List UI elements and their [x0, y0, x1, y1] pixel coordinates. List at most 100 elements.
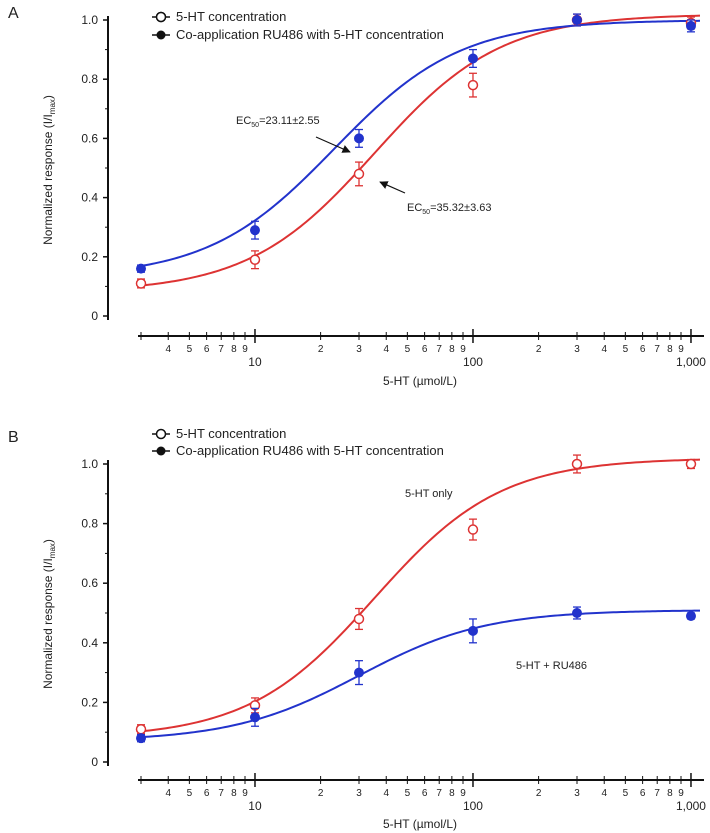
marker-filled-circle — [685, 610, 696, 621]
x-minor-tick-label: 7 — [436, 788, 442, 799]
x-axis: 4 5 6 7 8 9 2 3 4 5 6 7 8 9 2 3 4 5 6 7 8 910 100 1,000 — [138, 329, 706, 369]
legend-filled-circle-marker — [156, 30, 166, 40]
y-tick-label: 0 — [91, 755, 98, 769]
marker-filled-circle — [353, 667, 364, 678]
x-major-tick-label: 1,000 — [676, 355, 706, 369]
x-minor-tick-label: 4 — [601, 788, 607, 799]
data-point-series-0 — [353, 607, 365, 631]
marker-open-circle — [353, 613, 365, 625]
y-tick-label: 1.0 — [81, 457, 98, 471]
legend: 5-HT concentration Co-application RU486 … — [152, 426, 444, 458]
marker-filled-circle — [249, 712, 260, 723]
x-major-tick-label: 100 — [463, 355, 483, 369]
x-minor-tick-label: 5 — [405, 788, 411, 799]
x-minor-tick-label: 6 — [640, 344, 646, 355]
y-axis-label: Normalized response (I/Imax) — [41, 539, 57, 689]
x-minor-tick-label: 4 — [383, 788, 389, 799]
marker-open-circle — [135, 723, 147, 735]
data-point-series-1 — [467, 618, 478, 644]
x-minor-tick-label: 4 — [165, 344, 171, 355]
panel-label: B — [8, 429, 19, 446]
data-point-series-0 — [135, 723, 147, 735]
y-axis: 0 0.2 0.4 0.6 0.8 1.0 — [81, 13, 109, 323]
data-point-series-1 — [353, 128, 364, 148]
marker-open-circle — [135, 278, 147, 289]
x-minor-tick-label: 5 — [187, 344, 193, 355]
marker-open-circle — [249, 254, 261, 266]
data-point-series-1 — [249, 707, 260, 727]
marker-filled-circle — [136, 263, 146, 274]
x-major-tick-label: 10 — [248, 799, 262, 813]
x-minor-tick-label: 7 — [218, 344, 224, 355]
data-point-series-0 — [249, 250, 261, 270]
legend-label: Co-application RU486 with 5-HT concentra… — [176, 443, 444, 458]
marker-open-circle — [685, 458, 697, 470]
x-minor-tick-label: 9 — [460, 344, 466, 355]
y-tick-label: 0.2 — [81, 695, 98, 709]
x-major-tick-label: 1,000 — [676, 799, 706, 813]
data-point-series-0 — [353, 161, 365, 187]
panel-label: A — [8, 5, 19, 22]
data-points — [135, 13, 697, 289]
y-axis: 0 0.2 0.4 0.6 0.8 1.0 — [81, 457, 109, 769]
marker-open-circle — [467, 79, 479, 91]
y-tick-label: 0.8 — [81, 72, 98, 86]
x-minor-tick-label: 9 — [678, 344, 684, 355]
legend: 5-HT concentration Co-application RU486 … — [152, 9, 444, 42]
x-minor-tick-label: 3 — [574, 788, 580, 799]
y-axis-label: Normalized response (I/Imax) — [41, 95, 57, 245]
x-axis: 4 5 6 7 8 9 2 3 4 5 6 7 8 9 2 3 4 5 6 7 8 910 100 1,000 — [138, 773, 706, 813]
marker-filled-circle — [136, 733, 146, 744]
y-tick-label: 0.4 — [81, 636, 98, 650]
x-minor-tick-label: 7 — [654, 788, 660, 799]
fit-curve-series-1 — [140, 19, 701, 267]
marker-filled-circle — [353, 133, 364, 144]
y-tick-label: 0.4 — [81, 191, 98, 205]
marker-open-circle — [353, 168, 365, 180]
x-minor-tick-label: 5 — [623, 344, 629, 355]
x-minor-tick-label: 2 — [318, 344, 324, 355]
y-tick-label: 0.8 — [81, 517, 98, 531]
marker-filled-circle — [467, 625, 478, 636]
x-major-tick-label: 10 — [248, 355, 262, 369]
x-minor-tick-label: 6 — [422, 344, 428, 355]
x-minor-tick-label: 7 — [436, 344, 442, 355]
legend-label: 5-HT concentration — [176, 426, 286, 441]
data-point-series-1 — [353, 660, 364, 686]
ec50-annotation-blue: EC50=23.11±2.55 — [236, 115, 320, 129]
marker-filled-circle — [571, 608, 582, 618]
x-minor-tick-label: 5 — [405, 344, 411, 355]
x-minor-tick-label: 3 — [356, 788, 362, 799]
x-minor-tick-label: 8 — [667, 344, 673, 355]
data-point-series-1 — [136, 263, 146, 274]
x-minor-tick-label: 6 — [204, 344, 210, 355]
x-major-tick-label: 100 — [463, 799, 483, 813]
ec50-annotation-red: EC50=35.32±3.63 — [407, 202, 491, 216]
x-minor-tick-label: 9 — [242, 788, 248, 799]
y-tick-label: 0.6 — [81, 131, 98, 145]
x-minor-tick-label: 5 — [623, 788, 629, 799]
marker-open-circle — [467, 524, 479, 535]
data-point-series-1 — [249, 220, 260, 240]
fit-curve-series-0 — [140, 14, 701, 287]
x-minor-tick-label: 2 — [536, 344, 542, 355]
y-tick-label: 0.6 — [81, 576, 98, 590]
fit-curves — [140, 14, 701, 287]
data-point-series-0 — [685, 458, 697, 470]
x-minor-tick-label: 9 — [460, 788, 466, 799]
x-minor-tick-label: 2 — [318, 788, 324, 799]
data-point-series-0 — [135, 278, 147, 289]
x-axis-label: 5-HT (µmol/L) — [383, 817, 457, 831]
x-minor-tick-label: 6 — [204, 788, 210, 799]
legend-label: 5-HT concentration — [176, 9, 286, 24]
x-minor-tick-label: 7 — [654, 344, 660, 355]
marker-filled-circle — [249, 225, 260, 236]
x-minor-tick-label: 8 — [231, 344, 237, 355]
x-minor-tick-label: 5 — [187, 788, 193, 799]
fit-curve-series-0 — [140, 458, 701, 733]
fit-curves — [140, 458, 701, 739]
data-point-series-0 — [467, 72, 479, 98]
panel-a: A Normalized response (I/Imax) 0 0.2 0.4 0.… — [8, 5, 706, 388]
series-label-5ht-ru486: 5-HT + RU486 — [516, 660, 587, 672]
